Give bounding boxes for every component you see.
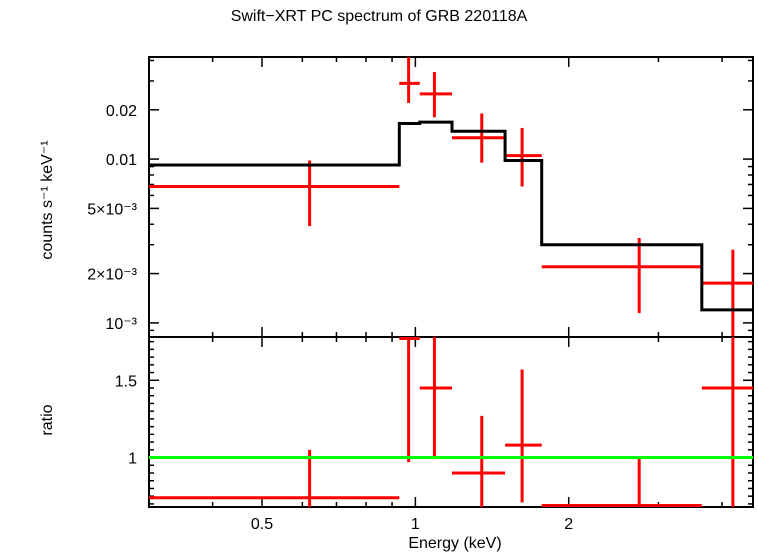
data-point — [505, 369, 542, 503]
x-tick-label: 1 — [411, 516, 420, 533]
data-point — [451, 113, 506, 163]
x-axis-label: Energy (keV) — [408, 535, 502, 552]
y-tick-label: 0.02 — [106, 103, 137, 120]
x-tick-label: 2 — [564, 516, 573, 533]
data-point — [419, 72, 452, 118]
plot-frame — [148, 56, 754, 338]
data-point — [541, 237, 702, 313]
data-point — [149, 449, 400, 507]
y-tick-label: 5×10⁻³ — [87, 201, 137, 218]
y-tick-label: 2×10⁻³ — [87, 267, 137, 284]
plot-frame — [148, 336, 754, 508]
chart-title: Swift−XRT PC spectrum of GRB 220118A — [230, 8, 528, 25]
data-point — [399, 337, 420, 463]
data-point — [419, 337, 452, 460]
data-point — [505, 127, 542, 187]
data-point — [701, 337, 753, 507]
y-tick-label: 1 — [128, 451, 137, 468]
x-tick-label: 0.5 — [251, 516, 273, 533]
data-point — [701, 249, 753, 337]
data-point — [399, 57, 420, 103]
data-point — [149, 160, 400, 227]
ratio-panel: 0.5 1 2 1.5 1 — [115, 336, 754, 533]
y-tick-label: 10⁻³ — [105, 316, 137, 333]
y-tick-label: 1.5 — [115, 373, 137, 390]
spectrum-panel: 0.02 0.01 5×10⁻³ 2×10⁻³ 10⁻³ — [87, 56, 754, 338]
model-step-line — [149, 120, 753, 312]
y-tick-label: 0.01 — [106, 152, 137, 169]
data-point — [541, 457, 702, 507]
data-point — [451, 415, 506, 507]
